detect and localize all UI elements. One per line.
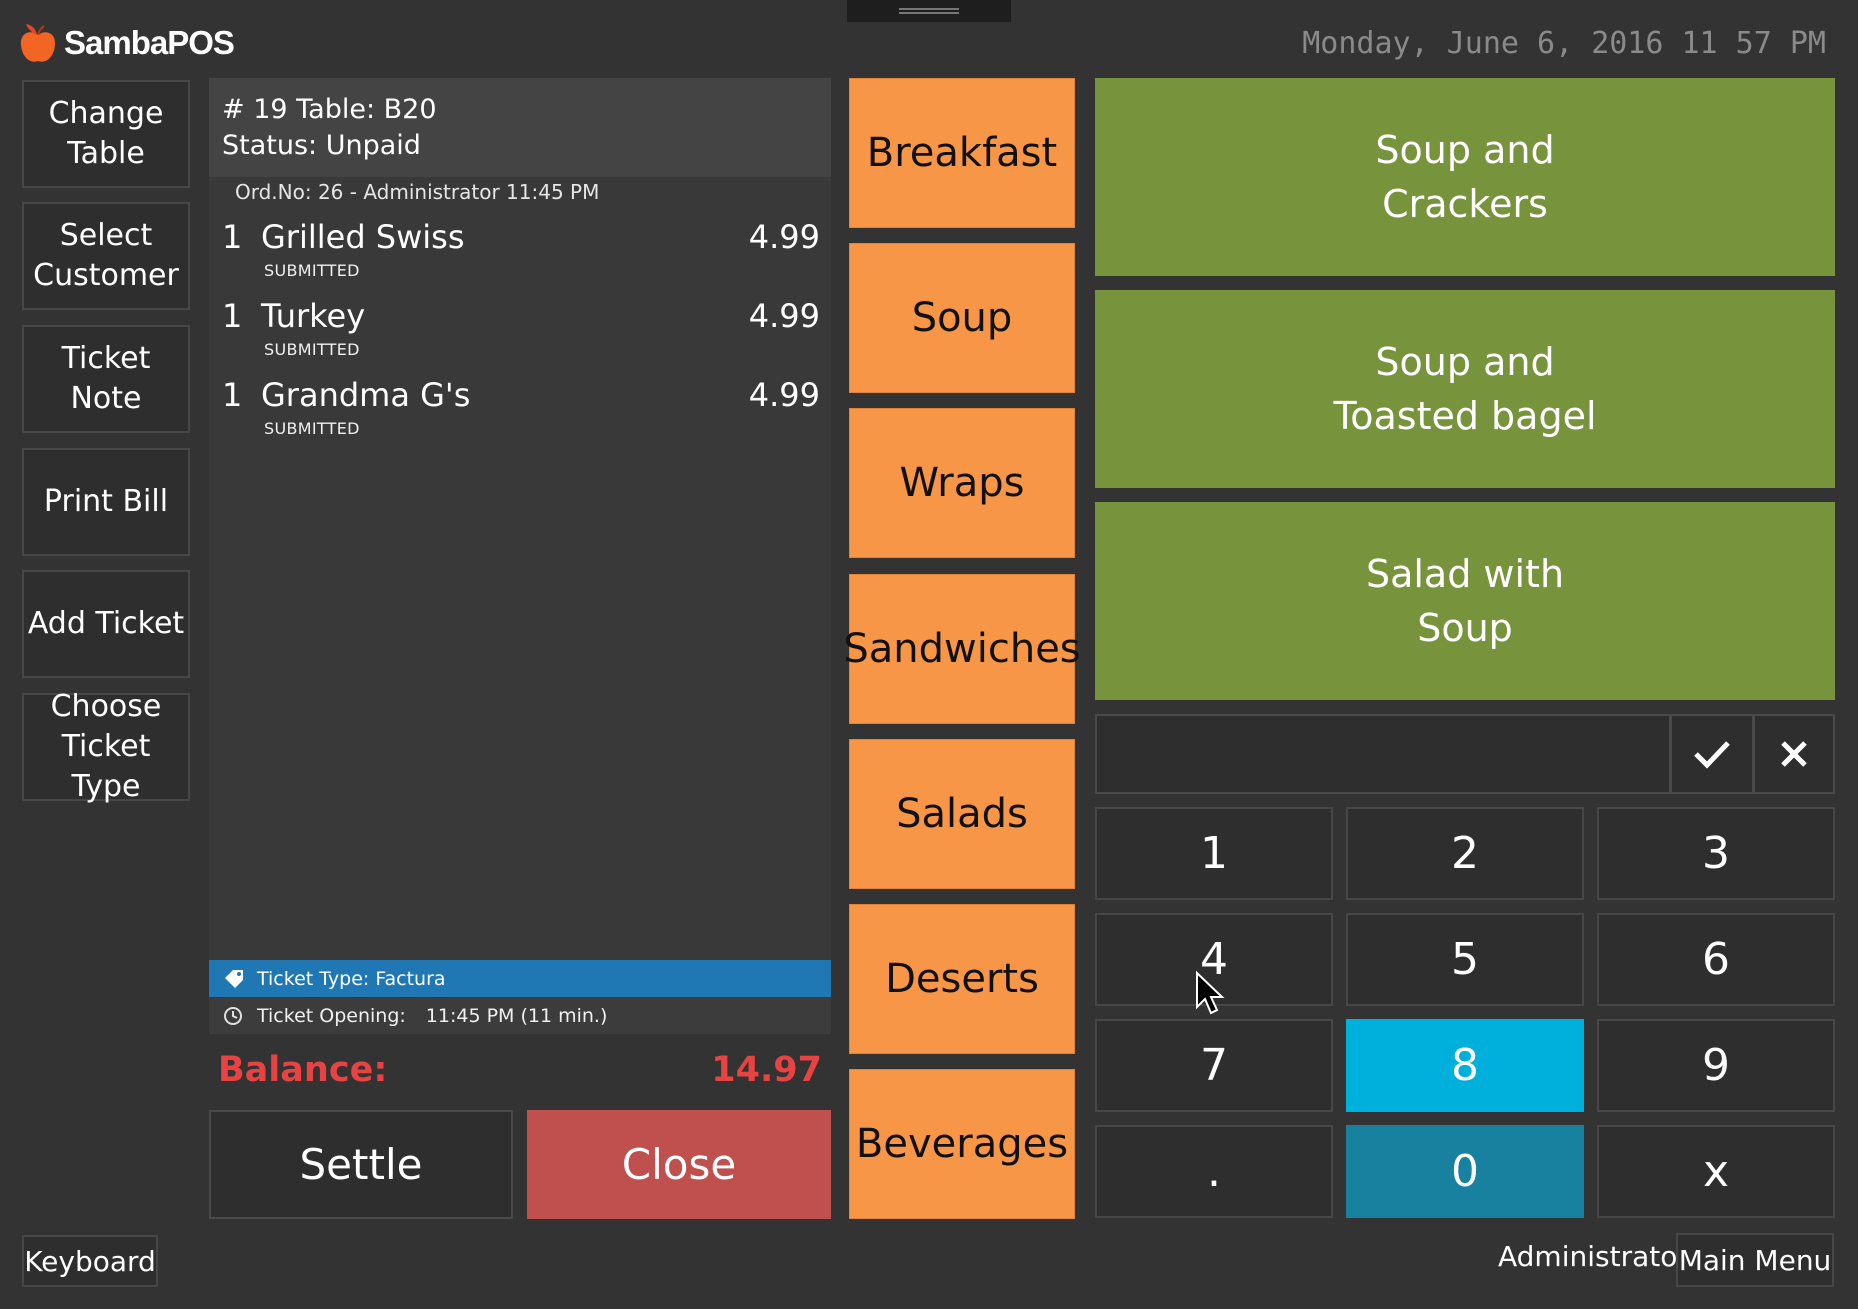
numpad-key-0[interactable]: 0 [1346,1125,1584,1218]
select-customer-button[interactable]: Select Customer [22,202,190,310]
category-beverages[interactable]: Beverages [849,1069,1075,1219]
numpad-input[interactable] [1095,714,1671,794]
mouse-cursor-icon [1196,971,1225,1015]
numpad-key-1[interactable]: 1 [1095,807,1333,900]
ticket-opening-label: Ticket Opening: [257,1005,406,1027]
category-soup[interactable]: Soup [849,243,1075,393]
item-name: Grandma G's [261,376,471,414]
order-info: Ord.No: 26 - Administrator 11:45 PM [235,180,600,204]
clock-icon [224,1007,242,1025]
ticket-status-label: Status: Unpaid [222,130,421,161]
apple-logo-icon [20,24,56,62]
product-soup-and-toasted-bagel[interactable]: Soup and Toasted bagel [1095,290,1835,488]
choose-ticket-type-button[interactable]: Choose Ticket Type [22,689,190,804]
app-logo: SambaPOS [18,18,235,68]
app-name: SambaPOS [64,24,235,61]
item-name: Grilled Swiss [261,218,465,256]
item-status: SUBMITTED [264,340,360,359]
product-label-line: Soup and [1375,340,1555,384]
numpad-key-9[interactable]: 9 [1597,1019,1835,1112]
ticket-header[interactable]: # 19 Table: B20 Status: Unpaid [209,78,831,177]
main-menu-button[interactable]: Main Menu [1676,1233,1834,1287]
product-soup-and-crackers[interactable]: Soup and Crackers [1095,78,1835,276]
product-label-line: Soup and [1375,128,1555,172]
numpad-key-multiply[interactable]: x [1597,1125,1835,1218]
product-label-line: Salad with [1365,552,1565,596]
current-datetime: Monday, June 6, 2016 11 57 PM [1302,26,1826,61]
product-salad-with-soup[interactable]: Salad with Soup [1095,502,1835,700]
product-label-line: Crackers [1382,182,1548,226]
numpad-key-decimal[interactable]: . [1095,1125,1333,1218]
logged-in-user: Administrator [1498,1240,1689,1273]
item-status: SUBMITTED [264,419,360,438]
change-table-button[interactable]: Change Table [22,80,190,188]
item-name: Turkey [261,297,366,335]
window-drag-handle[interactable] [847,0,1011,22]
print-bill-button[interactable]: Print Bill [22,448,190,556]
balance-value: 14.97 [711,1050,822,1090]
category-deserts[interactable]: Deserts [849,904,1075,1054]
settle-button[interactable]: Settle [209,1110,513,1219]
order-item[interactable]: 1 Grilled Swiss SUBMITTED 4.99 [209,218,831,294]
numpad-key-2[interactable]: 2 [1346,807,1584,900]
close-button[interactable]: Close [527,1110,831,1219]
add-ticket-button[interactable]: Add Ticket [22,570,190,678]
confirm-button[interactable] [1670,714,1754,794]
close-icon [1781,741,1807,767]
ticket-type-label: Ticket Type: Factura [257,967,446,990]
category-salads[interactable]: Salads [849,739,1075,889]
numpad-key-3[interactable]: 3 [1597,807,1835,900]
check-icon [1694,741,1730,769]
product-label-line: Toasted bagel [1333,394,1597,438]
ticket-type-bar[interactable]: Ticket Type: Factura [209,960,831,997]
order-item[interactable]: 1 Turkey SUBMITTED 4.99 [209,297,831,373]
ticket-panel: # 19 Table: B20 Status: Unpaid Ord.No: 2… [209,78,831,1034]
numpad-key-8[interactable]: 8 [1346,1019,1584,1112]
keyboard-button[interactable]: Keyboard [22,1235,158,1287]
item-price: 4.99 [748,297,820,335]
ticket-opening-value: 11:45 PM (11 min.) [425,1005,608,1027]
order-item[interactable]: 1 Grandma G's SUBMITTED 4.99 [209,376,831,452]
numpad-key-7[interactable]: 7 [1095,1019,1333,1112]
tag-icon [225,969,243,988]
ticket-table-label: # 19 Table: B20 [222,94,437,125]
item-quantity: 1 [222,376,243,414]
product-label-line: Soup [1417,606,1513,650]
category-wraps[interactable]: Wraps [849,408,1075,558]
numpad-key-5[interactable]: 5 [1346,913,1584,1006]
ticket-opening-bar: Ticket Opening: 11:45 PM (11 min.) [209,998,831,1034]
item-status: SUBMITTED [264,261,360,280]
item-price: 4.99 [748,218,820,256]
category-breakfast[interactable]: Breakfast [849,78,1075,228]
numpad-key-6[interactable]: 6 [1597,913,1835,1006]
item-quantity: 1 [222,218,243,256]
item-price: 4.99 [748,376,820,414]
clear-button[interactable] [1753,714,1835,794]
item-quantity: 1 [222,297,243,335]
ticket-note-button[interactable]: Ticket Note [22,325,190,433]
category-sandwiches[interactable]: Sandwiches [843,574,1081,724]
balance-label: Balance: [218,1050,388,1090]
